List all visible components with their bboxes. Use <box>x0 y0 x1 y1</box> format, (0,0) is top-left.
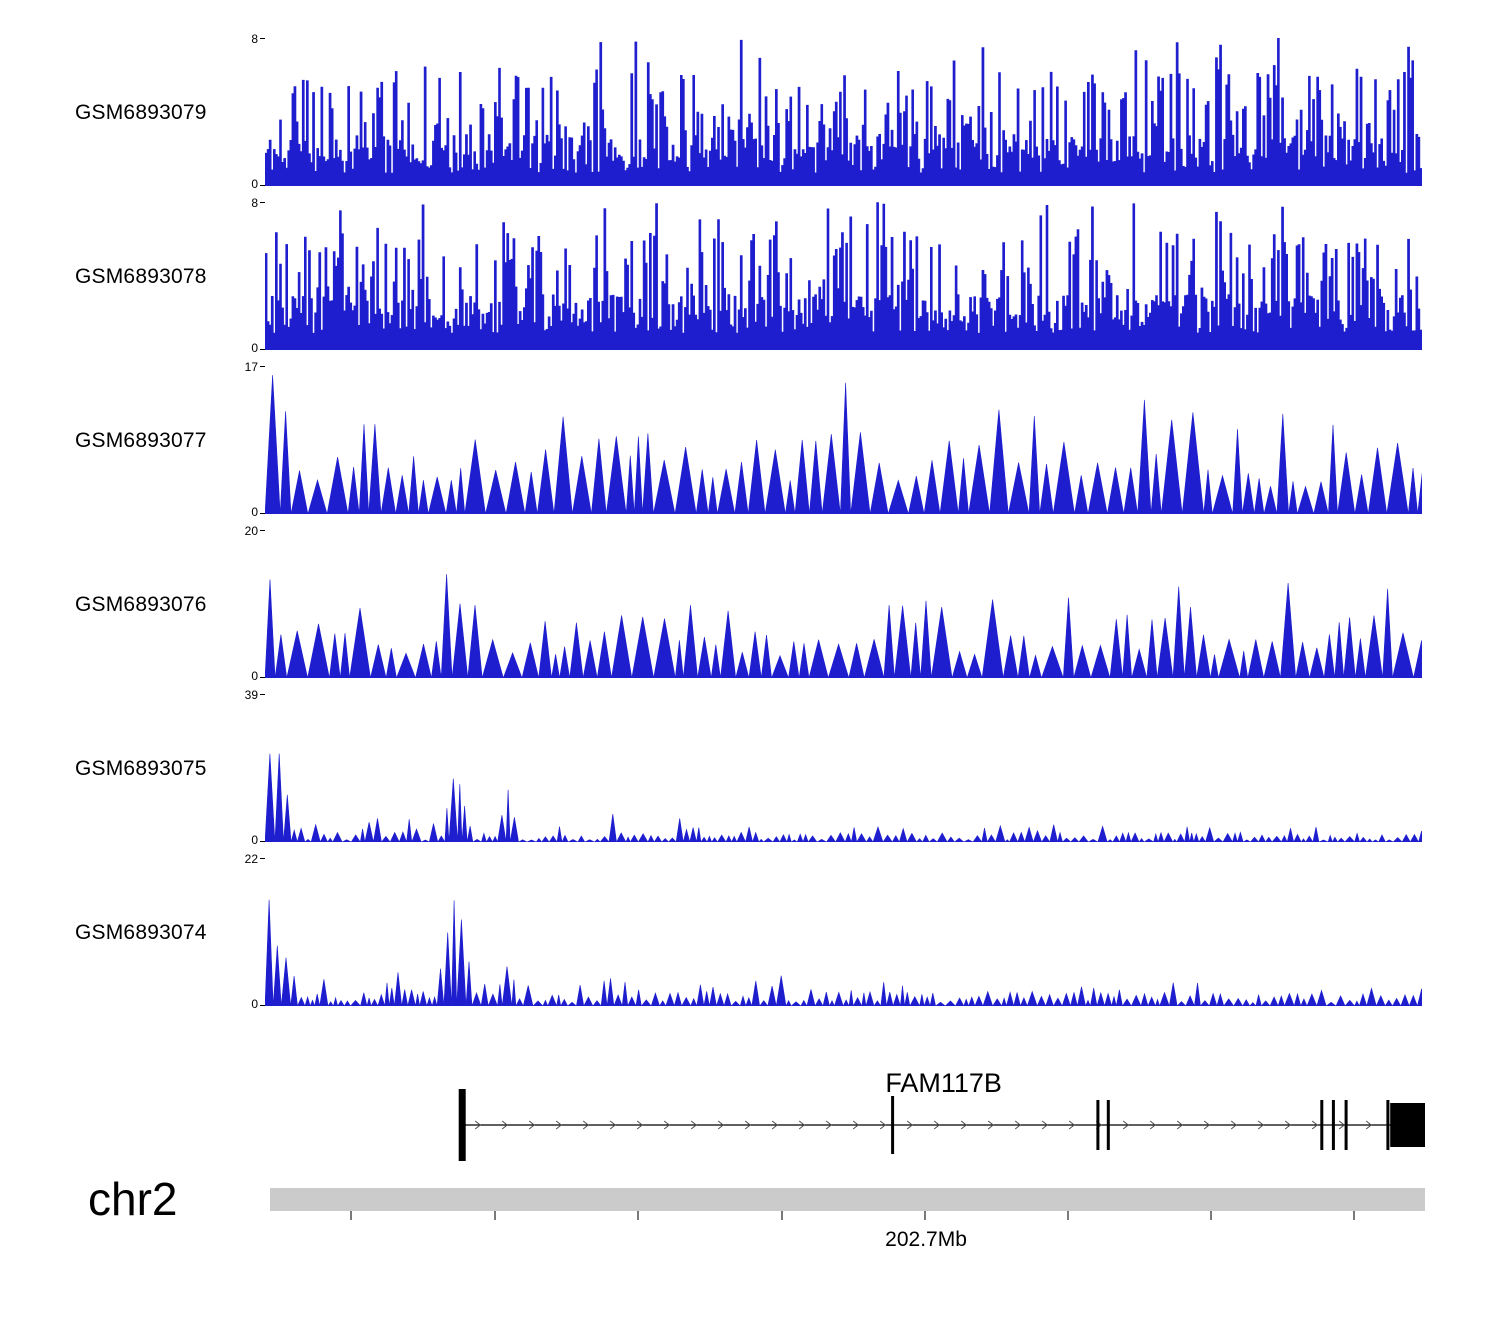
coverage-histogram <box>265 375 1422 514</box>
y-axis-min-label: 0 <box>251 833 258 847</box>
y-axis-tick <box>260 349 265 350</box>
track-plot-area: 8 0 <box>251 33 1422 190</box>
track-name-label: GSM6893076 <box>75 593 207 616</box>
y-axis-tick <box>260 185 265 186</box>
track-plot-area: 22 0 <box>245 853 1422 1010</box>
y-axis-max-label: 39 <box>244 688 258 702</box>
axis-tick <box>780 1211 783 1220</box>
y-axis-max-label: 8 <box>251 32 258 46</box>
coverage-histogram <box>265 38 1422 186</box>
y-axis-tick <box>260 202 265 203</box>
y-axis-tick <box>260 366 265 367</box>
y-axis-tick <box>260 694 265 695</box>
coverage-track-row: GSM6893077 17 0 <box>0 361 1500 518</box>
axis-tick <box>494 1211 497 1220</box>
y-axis-max-label: 22 <box>244 852 258 866</box>
y-axis-tick <box>260 38 265 39</box>
position-label: 202.7Mb <box>885 1228 967 1251</box>
y-axis-min-label: 0 <box>251 669 258 683</box>
y-axis-min-label: 0 <box>251 997 258 1011</box>
gene-name-label: FAM117B <box>885 1068 1002 1098</box>
coverage-track-row: GSM6893076 20 0 <box>0 525 1500 682</box>
y-axis-tick <box>260 841 265 842</box>
y-axis-max-label: 20 <box>244 524 258 538</box>
coverage-histogram <box>265 753 1422 842</box>
track-name-label: GSM6893074 <box>75 921 207 944</box>
y-axis-tick <box>260 513 265 514</box>
y-axis-tick <box>260 530 265 531</box>
track-name-label: GSM6893077 <box>75 429 207 452</box>
y-axis-min-label: 0 <box>251 341 258 355</box>
coverage-histogram <box>265 899 1422 1006</box>
axis-tick <box>637 1211 640 1220</box>
coverage-histogram <box>265 202 1422 350</box>
coverage-track-row: GSM6893074 22 0 <box>0 853 1500 1010</box>
y-axis-min-label: 0 <box>251 177 258 191</box>
chromosome-label: chr2 <box>88 1173 178 1225</box>
track-name-label: GSM6893075 <box>75 757 207 780</box>
track-name-label: GSM6893078 <box>75 265 207 288</box>
y-axis-tick <box>260 858 265 859</box>
chromosome-axis: 202.7Mb <box>270 1188 1425 1263</box>
coverage-histogram <box>265 574 1422 678</box>
y-axis-max-label: 8 <box>251 196 258 210</box>
y-axis-max-label: 17 <box>244 360 258 374</box>
track-plot-area: 39 0 <box>245 689 1422 846</box>
axis-tick <box>923 1211 926 1220</box>
gene-model <box>458 1089 1425 1161</box>
axis-tick <box>349 1211 352 1220</box>
y-axis-tick <box>260 677 265 678</box>
chromosome-ideogram <box>270 1188 1425 1211</box>
y-axis-min-label: 0 <box>251 505 258 519</box>
coverage-track-row: GSM6893079 8 0 <box>0 33 1500 190</box>
track-plot-area: 8 0 <box>251 197 1422 354</box>
coverage-track-row: GSM6893078 8 0 <box>0 197 1500 354</box>
axis-tick <box>1210 1211 1213 1220</box>
track-plot-area: 20 0 <box>245 525 1422 682</box>
y-axis-tick <box>260 1005 265 1006</box>
track-plot-area: 17 0 <box>245 361 1422 518</box>
axis-tick <box>1066 1211 1069 1220</box>
track-name-label: GSM6893079 <box>75 101 207 124</box>
coverage-track-row: GSM6893075 39 0 <box>0 689 1500 846</box>
axis-tick <box>1353 1211 1356 1220</box>
gene-track: FAM117B <box>265 1068 1425 1188</box>
